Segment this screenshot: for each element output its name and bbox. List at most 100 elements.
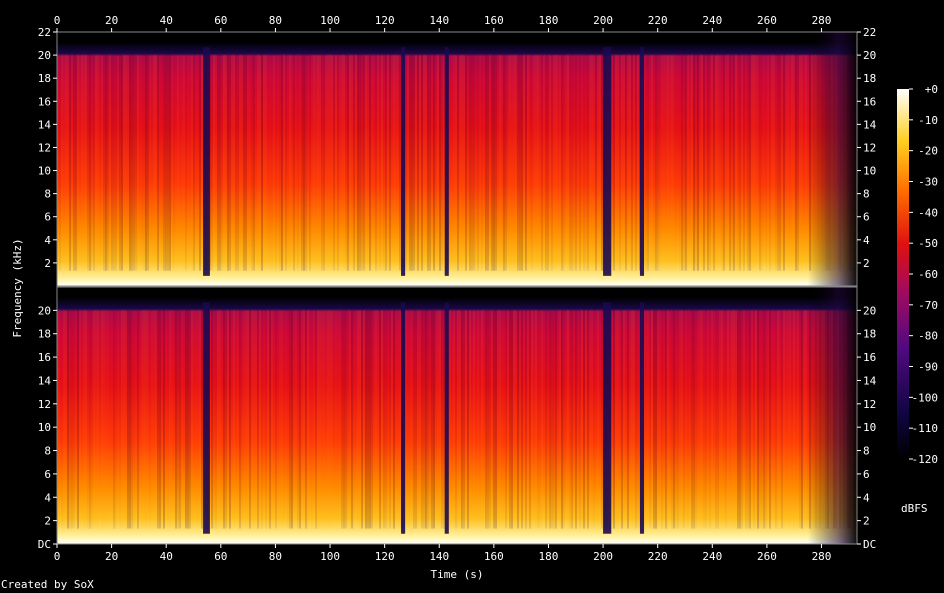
texture-stripe xyxy=(337,54,339,271)
texture-stripe xyxy=(439,310,441,529)
texture-stripe xyxy=(371,55,373,271)
y-tick-label: 8 xyxy=(44,188,51,201)
x-tick-label: 160 xyxy=(484,550,504,563)
texture-stripe xyxy=(515,310,517,529)
texture-stripe xyxy=(131,310,133,529)
texture-stripe xyxy=(587,310,589,529)
texture-stripe xyxy=(311,310,313,528)
texture-stripe xyxy=(115,54,117,271)
texture-stripe xyxy=(193,310,195,528)
texture-stripe xyxy=(175,55,177,271)
colorbar-tick-label: -60 xyxy=(918,268,938,281)
texture-stripe xyxy=(779,310,781,528)
texture-stripe xyxy=(471,310,473,528)
texture-stripe xyxy=(707,54,709,271)
x-tick-label: 120 xyxy=(375,550,395,563)
texture-stripe xyxy=(161,55,163,271)
texture-stripe xyxy=(765,55,767,271)
texture-stripe xyxy=(637,54,639,271)
texture-stripe xyxy=(795,310,797,528)
texture-stripe xyxy=(755,310,757,529)
colorbar-unit: dBFS xyxy=(901,502,928,515)
texture-stripe xyxy=(71,55,73,271)
texture-stripe xyxy=(793,54,795,271)
texture-stripe xyxy=(249,55,251,271)
texture-stripe xyxy=(171,55,173,271)
texture-stripe xyxy=(451,55,453,271)
texture-stripe xyxy=(303,54,305,271)
texture-stripe xyxy=(89,310,91,529)
texture-stripe xyxy=(383,310,385,529)
texture-stripe xyxy=(681,54,683,271)
texture-stripe xyxy=(483,310,485,528)
texture-stripe xyxy=(219,310,221,529)
texture-stripe xyxy=(237,54,239,271)
texture-stripe xyxy=(309,54,311,271)
texture-stripe xyxy=(189,55,191,271)
fade-out-region xyxy=(807,287,857,544)
y-tick-label: 20 xyxy=(863,49,876,62)
texture-stripe xyxy=(743,310,745,528)
texture-stripe xyxy=(233,310,235,529)
texture-stripe xyxy=(375,310,377,529)
colorbar-tick-label: +0 xyxy=(925,83,938,96)
texture-stripe xyxy=(623,310,625,529)
texture-stripe xyxy=(557,310,559,528)
x-tick-label: 140 xyxy=(429,14,449,27)
texture-stripe xyxy=(587,54,589,271)
texture-stripe xyxy=(633,54,635,271)
texture-stripe xyxy=(377,310,379,528)
texture-stripe xyxy=(117,55,119,271)
texture-stripe xyxy=(169,54,171,271)
texture-stripe xyxy=(289,310,291,529)
texture-stripe xyxy=(499,310,501,529)
quiet-segment xyxy=(203,47,210,276)
texture-stripe xyxy=(771,310,773,528)
x-tick-label: 0 xyxy=(54,14,61,27)
texture-stripe xyxy=(369,54,371,271)
texture-stripe xyxy=(255,310,257,529)
texture-stripe xyxy=(187,55,189,271)
texture-stripe xyxy=(289,54,291,271)
x-tick-label: 280 xyxy=(812,14,832,27)
texture-stripe xyxy=(85,54,87,271)
texture-stripe xyxy=(367,310,369,529)
texture-stripe xyxy=(433,310,435,529)
texture-stripe xyxy=(385,310,387,529)
texture-stripe xyxy=(409,54,411,271)
texture-stripe xyxy=(323,54,325,271)
texture-stripe xyxy=(125,310,127,529)
texture-stripe xyxy=(541,54,543,271)
texture-stripe xyxy=(451,310,453,528)
texture-stripe xyxy=(769,310,771,529)
texture-stripe xyxy=(703,54,705,271)
texture-stripe xyxy=(651,310,653,529)
texture-stripe xyxy=(67,310,69,529)
y-tick-label: 4 xyxy=(863,234,870,247)
texture-stripe xyxy=(93,310,95,529)
texture-stripe xyxy=(399,54,401,271)
texture-stripe xyxy=(775,310,777,529)
y-tick-label: 6 xyxy=(863,468,870,481)
texture-stripe xyxy=(331,54,333,271)
texture-stripe xyxy=(437,54,439,271)
y-tick-label: 14 xyxy=(863,374,877,387)
texture-stripe xyxy=(339,310,341,528)
texture-stripe xyxy=(97,54,99,271)
texture-stripe xyxy=(91,55,93,271)
texture-stripe xyxy=(681,310,683,529)
texture-stripe xyxy=(139,310,141,528)
y-tick-label: 16 xyxy=(863,95,876,108)
texture-stripe xyxy=(209,54,211,271)
texture-stripe xyxy=(421,54,423,271)
texture-stripe xyxy=(393,54,395,271)
texture-stripe xyxy=(763,55,765,271)
texture-stripe xyxy=(553,310,555,529)
quiet-segment xyxy=(639,302,645,534)
y-tick-label: 20 xyxy=(863,304,876,317)
texture-stripe xyxy=(755,54,757,271)
texture-stripe xyxy=(721,55,723,271)
texture-stripe xyxy=(511,310,513,529)
texture-stripe xyxy=(531,310,533,529)
texture-stripe xyxy=(405,310,407,529)
